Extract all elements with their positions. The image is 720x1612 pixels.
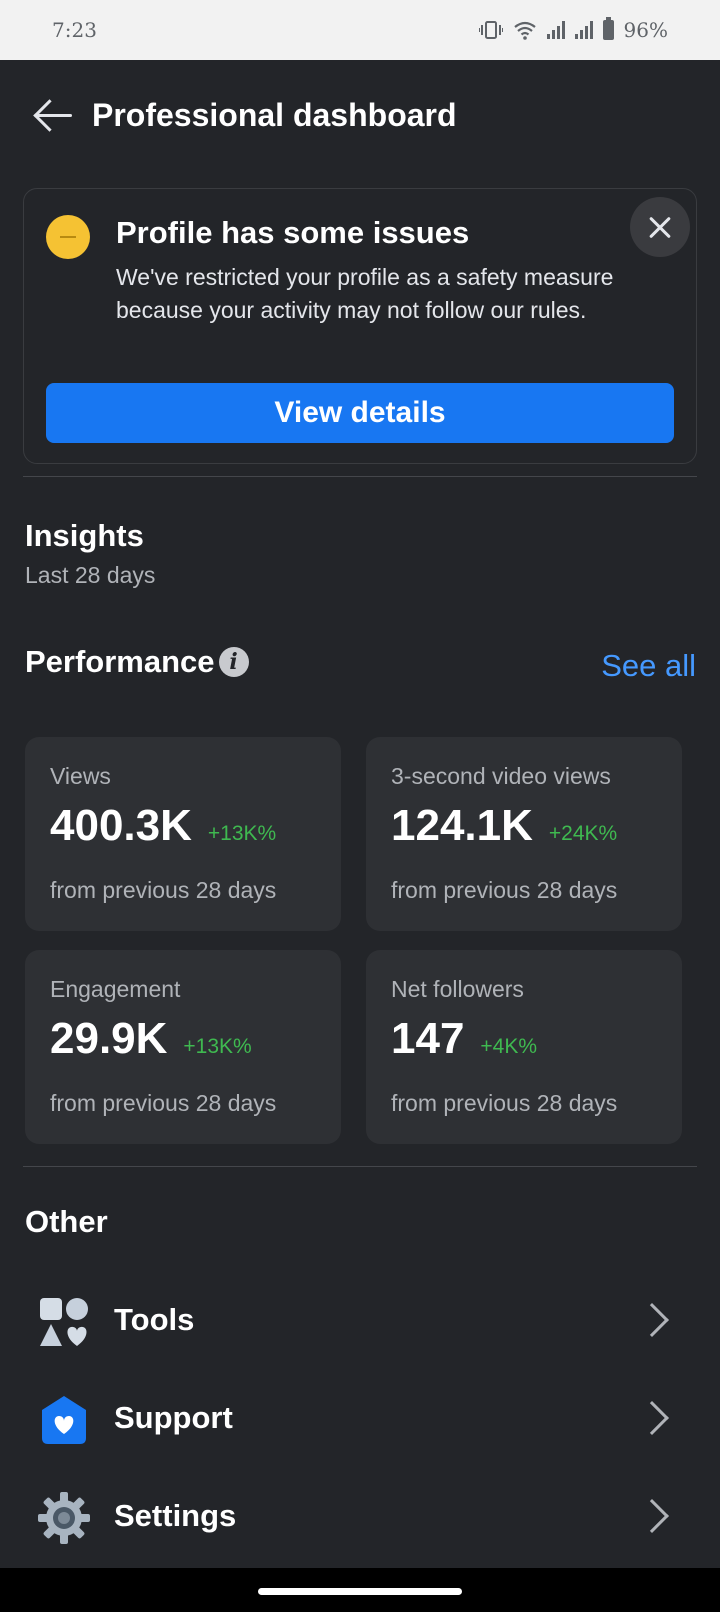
performance-title: Performance — [25, 644, 215, 679]
tools-icon — [40, 1298, 88, 1346]
divider — [23, 476, 697, 477]
signal-icon-1 — [546, 21, 565, 39]
chevron-right-icon — [635, 1499, 669, 1533]
menu-item-label: Tools — [114, 1302, 195, 1337]
battery-icon — [602, 17, 614, 40]
gear-icon — [38, 1492, 90, 1544]
insights-period: Last 28 days — [25, 562, 156, 588]
other-title: Other — [25, 1204, 108, 1239]
chevron-right-icon — [635, 1401, 669, 1435]
alert-title: Profile has some issues — [116, 215, 470, 250]
battery-level: 96% — [623, 18, 668, 42]
performance-heading: Performance i — [25, 644, 249, 680]
home-indicator[interactable] — [258, 1588, 462, 1595]
metric-change: +24K% — [548, 822, 618, 845]
warning-icon — [46, 215, 90, 259]
metric-label: Engagement — [50, 976, 181, 1002]
metric-card-engagement[interactable]: Engagement 29.9K +13K% from previous 28 … — [25, 950, 341, 1144]
vibrate-icon — [478, 21, 503, 39]
signal-icon-2 — [574, 21, 593, 39]
divider — [23, 1166, 697, 1167]
menu-item-support[interactable]: Support — [0, 1370, 720, 1466]
close-alert-button[interactable] — [630, 197, 690, 257]
insights-title: Insights — [25, 518, 144, 553]
header: Professional dashboard — [0, 60, 720, 170]
wifi-icon — [513, 21, 536, 40]
menu-item-label: Settings — [114, 1498, 237, 1533]
metric-footnote: from previous 28 days — [391, 1090, 618, 1116]
metric-change: +13K% — [207, 822, 277, 845]
status-time: 7:23 — [52, 18, 97, 42]
metric-footnote: from previous 28 days — [391, 877, 618, 903]
menu-item-settings[interactable]: Settings — [0, 1468, 720, 1564]
system-nav-bar — [0, 1568, 720, 1612]
see-all-link[interactable]: See all — [601, 648, 696, 683]
metric-value: 29.9K — [50, 1014, 168, 1063]
view-details-button[interactable]: View details — [46, 383, 674, 443]
support-icon — [42, 1396, 86, 1444]
menu-item-tools[interactable]: Tools — [0, 1272, 720, 1368]
alert-message: We've restricted your profile as a safet… — [116, 264, 614, 323]
chevron-right-icon — [635, 1303, 669, 1337]
metric-value: 124.1K — [391, 801, 533, 850]
profile-issue-alert: Profile has some issues We've restricted… — [23, 188, 697, 464]
metric-footnote: from previous 28 days — [50, 877, 277, 903]
page-title: Professional dashboard — [92, 96, 457, 133]
status-bar: 7:23 96% — [0, 0, 720, 60]
metric-value: 400.3K — [50, 801, 192, 850]
metric-card-views[interactable]: Views 400.3K +13K% from previous 28 days — [25, 737, 341, 931]
menu-item-label: Support — [114, 1400, 233, 1435]
metric-label: Views — [50, 763, 111, 789]
metric-footnote: from previous 28 days — [50, 1090, 277, 1116]
metric-value: 147 — [391, 1014, 465, 1063]
info-icon[interactable]: i — [218, 647, 249, 677]
metric-change: +13K% — [183, 1035, 252, 1058]
metric-change: +4K% — [480, 1035, 538, 1058]
metric-card-net-followers[interactable]: Net followers 147 +4K% from previous 28 … — [366, 950, 682, 1144]
back-arrow-icon[interactable] — [34, 100, 74, 130]
metric-label: 3-second video views — [391, 763, 611, 789]
metric-card-video-views[interactable]: 3-second video views 124.1K +24K% from p… — [366, 737, 682, 931]
status-icons: 96% — [478, 17, 668, 42]
metric-label: Net followers — [391, 976, 524, 1002]
